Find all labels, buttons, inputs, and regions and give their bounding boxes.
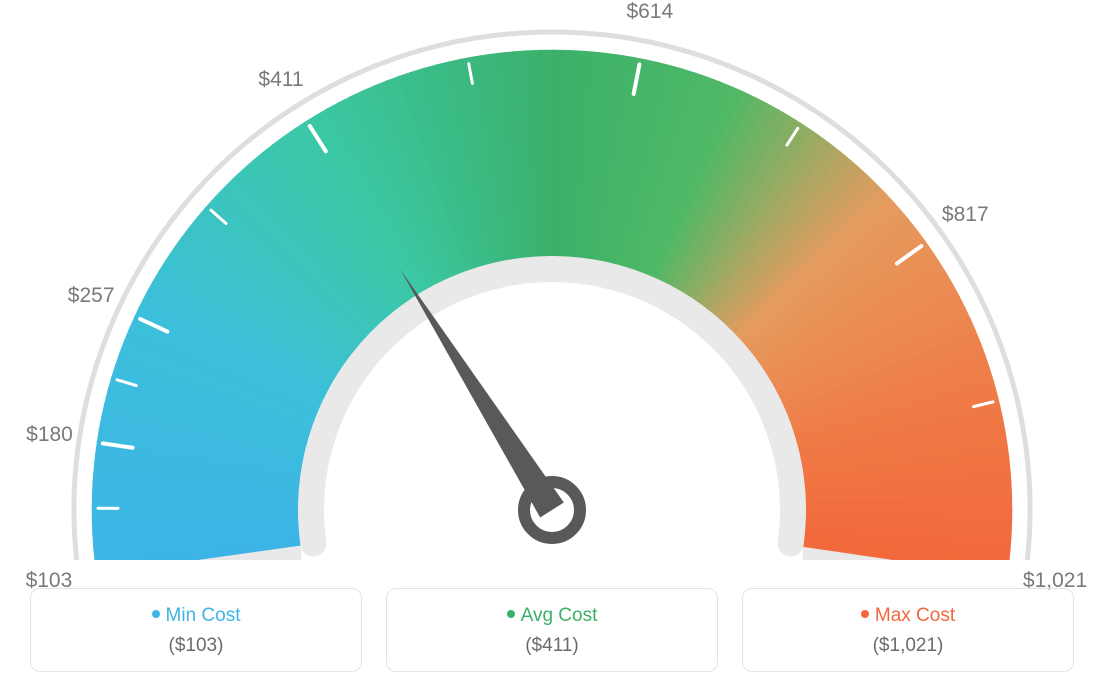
legend-avg-title: Avg Cost — [397, 605, 707, 627]
gauge-area: $103$180$257$411$614$817$1,021 — [0, 0, 1104, 560]
tick-label: $614 — [626, 0, 673, 24]
tick-label: $411 — [258, 68, 303, 92]
legend-max-label: Max Cost — [875, 605, 955, 626]
tick-label: $817 — [942, 203, 989, 227]
legend-max-title: Max Cost — [753, 605, 1063, 627]
legend-row: Min Cost ($103) Avg Cost ($411) Max Cost… — [0, 588, 1104, 672]
dot-icon-max — [861, 610, 869, 618]
dot-icon-avg — [507, 610, 515, 618]
legend-min-value: ($103) — [41, 635, 351, 657]
legend-card-min: Min Cost ($103) — [30, 588, 362, 672]
gauge-svg — [0, 0, 1104, 560]
legend-max-value: ($1,021) — [753, 635, 1063, 657]
legend-avg-label: Avg Cost — [521, 605, 598, 626]
dot-icon-min — [152, 610, 160, 618]
legend-card-max: Max Cost ($1,021) — [742, 588, 1074, 672]
legend-min-label: Min Cost — [166, 605, 241, 626]
legend-avg-value: ($411) — [397, 635, 707, 657]
legend-card-avg: Avg Cost ($411) — [386, 588, 718, 672]
legend-min-title: Min Cost — [41, 605, 351, 627]
cost-gauge-chart: $103$180$257$411$614$817$1,021 Min Cost … — [0, 0, 1104, 690]
tick-label: $257 — [68, 284, 115, 308]
tick-label: $180 — [26, 423, 73, 447]
